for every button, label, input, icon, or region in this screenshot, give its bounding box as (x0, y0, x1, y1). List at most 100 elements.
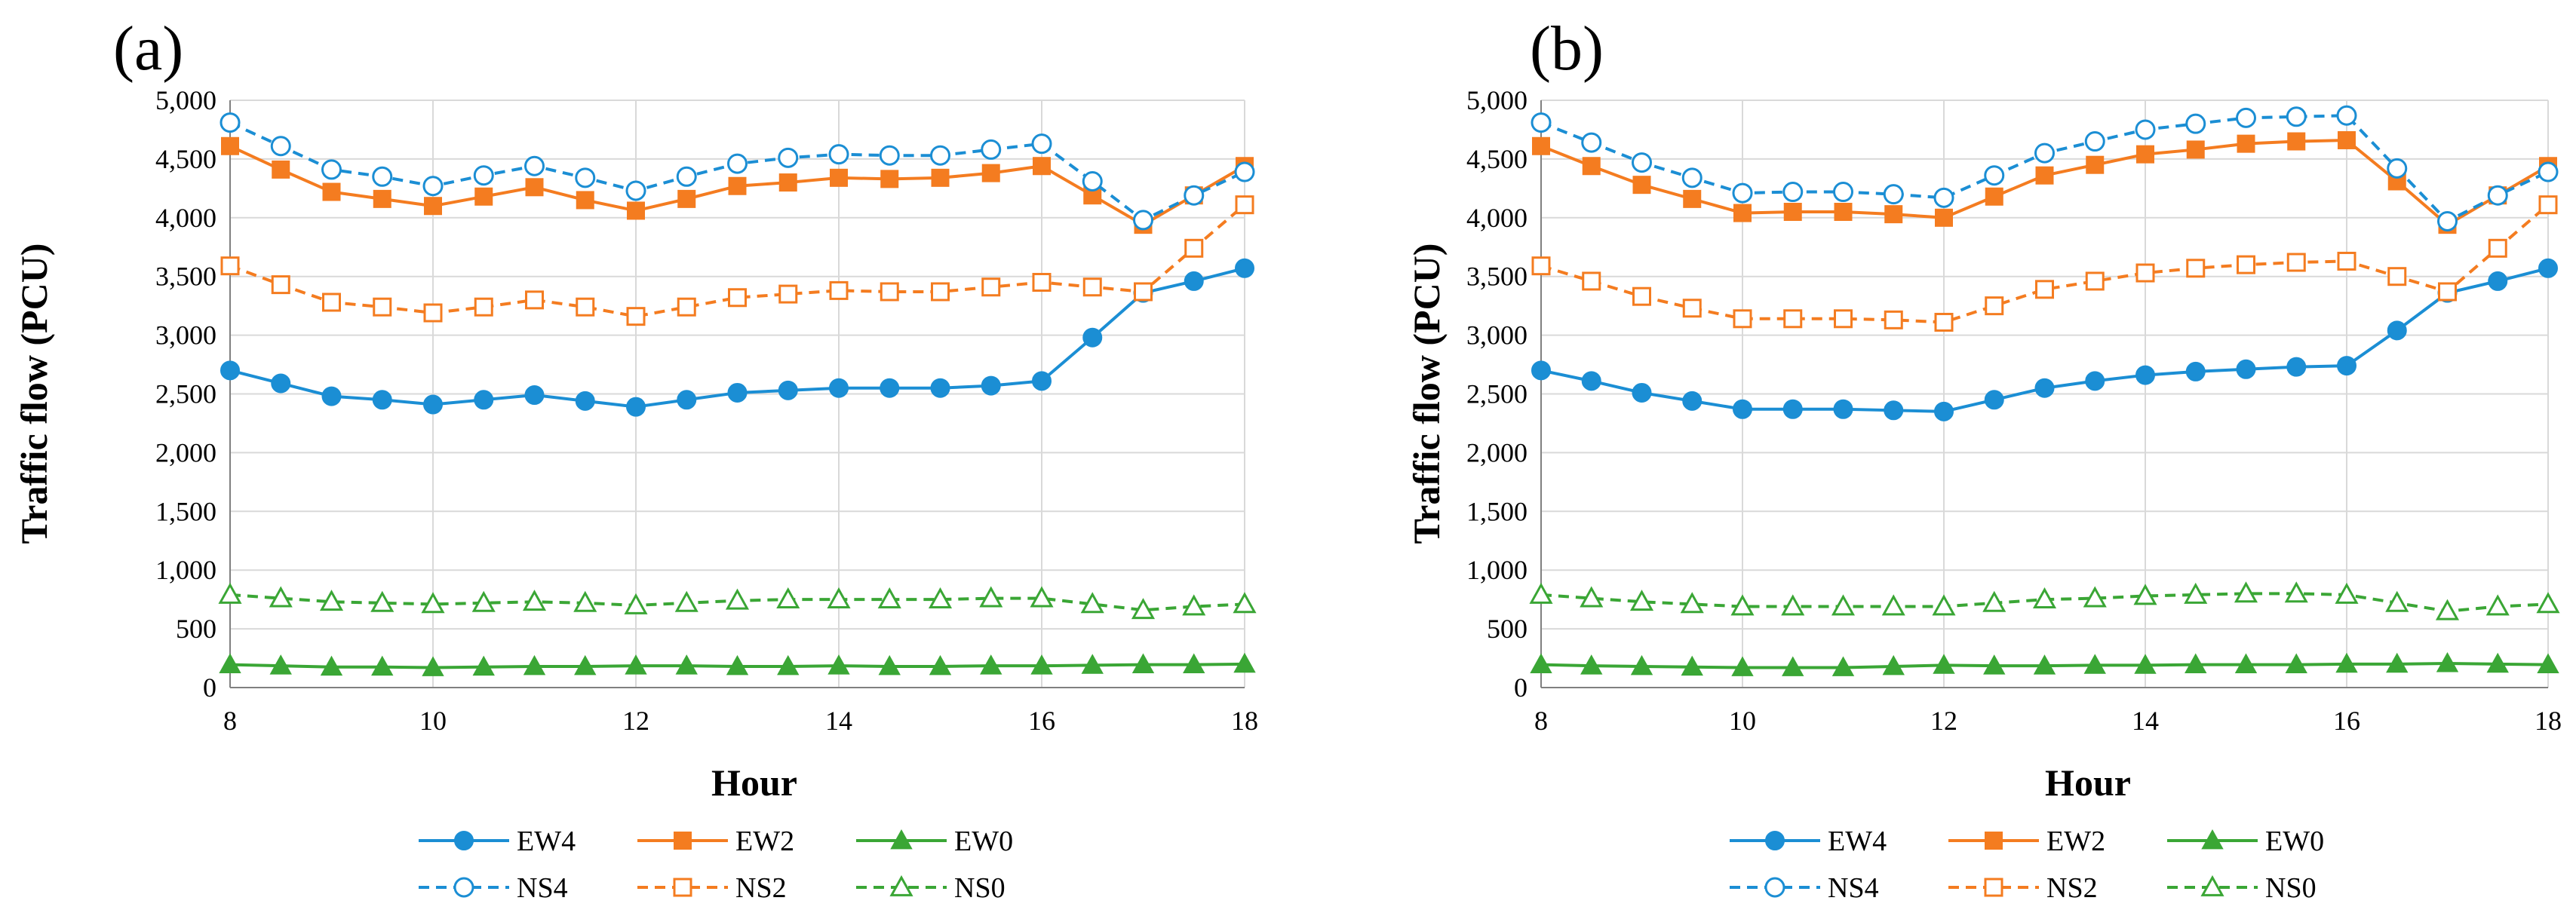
data-point-ew0 (675, 654, 698, 675)
data-point-ns0 (471, 590, 496, 612)
data-point-ns0 (928, 587, 953, 609)
data-point-ns0 (2536, 592, 2560, 614)
data-point-ns4 (1833, 182, 1853, 203)
data-point-ns0 (319, 590, 344, 611)
x-tick-label: 8 (223, 706, 237, 736)
data-point-ew2 (1683, 189, 1702, 208)
data-point-ew4 (372, 390, 392, 410)
legend-label: EW4 (517, 826, 576, 857)
data-point-ew0 (2386, 652, 2409, 673)
data-point-ns4 (321, 159, 342, 180)
data-point-ew4 (1235, 258, 1254, 278)
data-point-ns2 (880, 282, 899, 302)
y-tick-label: 3,000 (1466, 320, 1527, 351)
data-point-ns0 (573, 590, 597, 612)
data-point-ns0 (624, 593, 648, 614)
y-tick-label: 3,500 (155, 262, 216, 292)
data-point-ew4 (2085, 371, 2105, 391)
data-point-ns2 (423, 303, 443, 323)
data-point-ns2 (271, 275, 290, 295)
data-point-ew2 (778, 173, 797, 192)
data-point-ew2 (2035, 166, 2054, 185)
legend-a: EW4 EW2 EW0 NS4 NS2 NS0 (419, 826, 1013, 904)
data-point-ns4 (727, 153, 748, 174)
data-point-ew0 (219, 653, 241, 674)
series-markers-ew0 (219, 652, 1256, 676)
legend-item-ns4: NS4 (419, 872, 568, 904)
data-point-ns0 (2385, 590, 2409, 612)
legend-item-ns2: NS2 (637, 872, 787, 904)
data-point-ns0 (2032, 587, 2057, 609)
data-point-ns2 (1582, 271, 1601, 291)
data-point-ew0 (1233, 652, 1256, 673)
data-point-ns2 (2035, 280, 2054, 299)
data-point-ew0 (1580, 654, 1603, 675)
legend-item-ew2: EW2 (1948, 826, 2105, 857)
data-point-ns4 (1082, 171, 1103, 192)
x-tick-label: 10 (1729, 706, 1756, 736)
data-point-ns2 (626, 307, 646, 326)
series-line-ns2 (1540, 204, 2550, 324)
data-point-ns4 (625, 180, 646, 201)
y-tick-label: 3,500 (1466, 262, 1527, 292)
data-point-ew4 (2387, 320, 2407, 341)
legend-swatch-marker (1764, 877, 1785, 898)
data-point-ew2 (272, 160, 290, 179)
data-point-ns4 (1133, 210, 1153, 231)
data-point-ew4 (2286, 357, 2307, 377)
data-point-ns0 (2184, 582, 2208, 604)
data-point-ns4 (1732, 182, 1753, 204)
data-point-ew0 (2436, 652, 2459, 672)
data-point-ns4 (1883, 184, 1904, 205)
data-point-ns2 (1783, 309, 1803, 329)
legend-swatch-marker (2200, 875, 2224, 896)
data-point-ew2 (576, 191, 594, 210)
data-point-ew2 (525, 178, 544, 197)
chart-panel-a: (a) 0 500 1,000 1,500 2,000 2,500 3,000 3,500 4,… (13, 14, 1258, 904)
data-point-ew0 (878, 654, 901, 676)
data-point-ew0 (2185, 653, 2207, 674)
data-point-ns0 (776, 587, 800, 609)
legend-swatch-marker (673, 878, 692, 897)
data-point-ew4 (321, 386, 342, 406)
y-tick-label: 2,500 (155, 379, 216, 409)
data-point-ns4 (422, 176, 444, 197)
data-point-ns2 (1682, 299, 1702, 318)
data-point-ns2 (373, 297, 392, 317)
panel-label-b: (b) (1530, 14, 1604, 84)
y-tick-label: 500 (176, 614, 216, 644)
legend-label: EW4 (1828, 826, 1887, 857)
data-point-ns4 (2236, 107, 2256, 128)
data-point-ew2 (1632, 176, 1651, 195)
data-point-ew4 (271, 373, 291, 394)
y-tick-label: 4,000 (155, 203, 216, 233)
data-point-ew4 (1581, 371, 1601, 391)
plot-area-b: 0 500 1,000 1,500 2,000 2,500 3,000 3,500 4,000 4… (1466, 85, 2562, 736)
data-point-ns4 (1984, 165, 2005, 186)
y-tick-label: 5,000 (1466, 85, 1527, 115)
data-point-ns0 (370, 590, 395, 612)
data-point-ns2 (1134, 282, 1153, 302)
data-point-ns4 (828, 144, 849, 165)
data-point-ew0 (523, 654, 546, 676)
y-tick-label: 1,000 (155, 555, 216, 585)
data-point-ew4 (1032, 371, 1052, 391)
legend-swatch-marker (1765, 831, 1785, 850)
data-point-ew2 (677, 189, 696, 208)
data-point-ew0 (2033, 654, 2056, 675)
y-tick-label: 2,500 (1466, 379, 1527, 409)
legend-item-ew4: EW4 (1730, 826, 1887, 857)
data-point-ew0 (2234, 653, 2258, 674)
data-point-ns0 (1629, 590, 1654, 611)
series-markers-ns4 (1531, 105, 2559, 231)
data-point-ew4 (1184, 271, 1204, 291)
y-tick-label: 4,000 (1466, 203, 1527, 233)
data-point-ns2 (931, 282, 950, 302)
data-point-ew4 (2185, 361, 2206, 381)
data-point-ns0 (1580, 586, 1604, 608)
data-point-ns4 (2135, 119, 2156, 140)
data-point-ew0 (1030, 654, 1053, 675)
legend-swatch-marker (2201, 829, 2224, 850)
x-tick-label: 16 (1028, 706, 1055, 736)
data-point-ns4 (2185, 113, 2206, 134)
